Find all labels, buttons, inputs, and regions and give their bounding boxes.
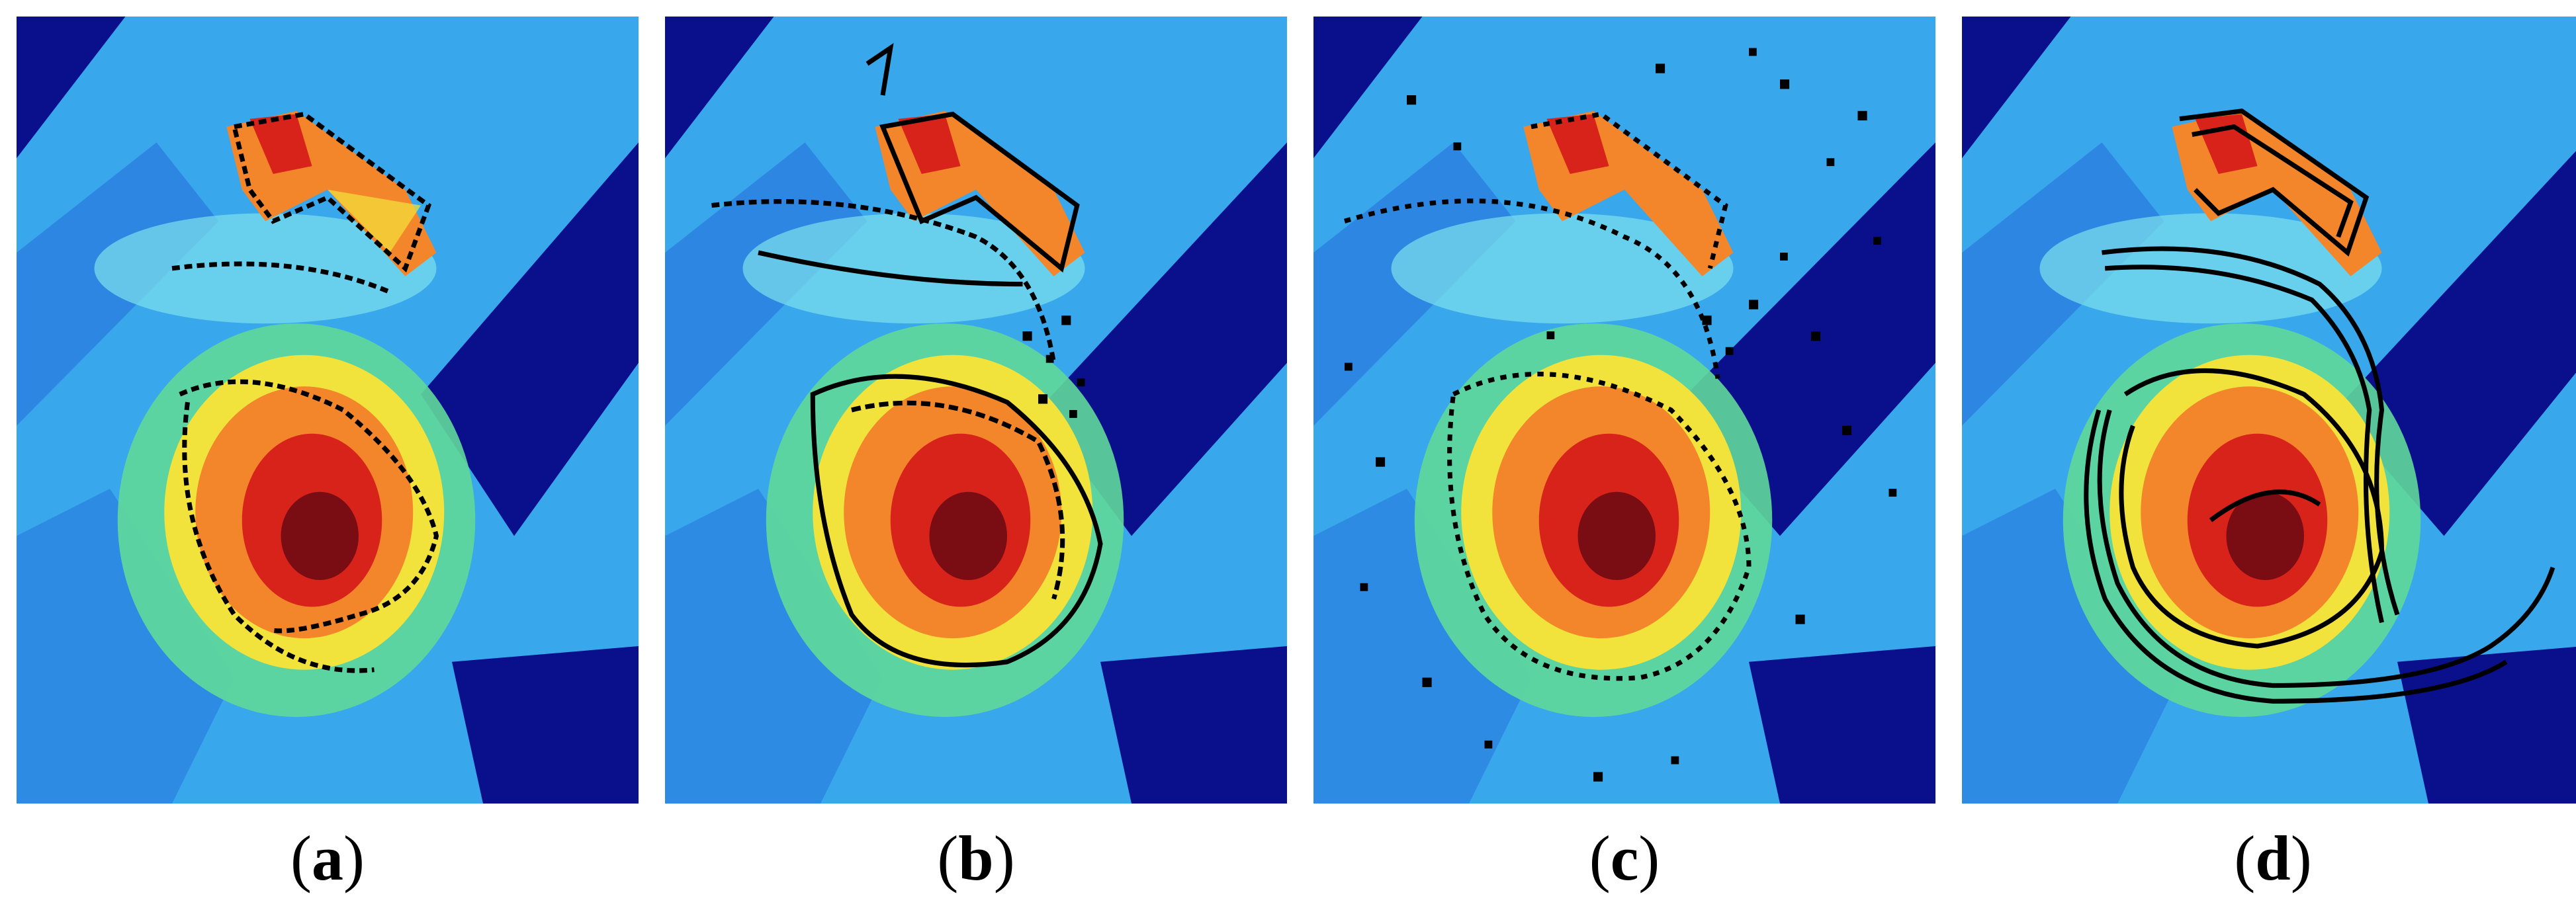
panel-c-noise	[1345, 48, 1897, 782]
panel-c	[1313, 17, 1935, 804]
panel-b-noise	[1022, 315, 1085, 418]
panel-a-image	[17, 17, 639, 804]
panel-a-contours	[171, 111, 439, 673]
panel-b	[665, 17, 1287, 804]
panel-d-spiral-contours	[2084, 108, 2555, 704]
caption-b: (b)	[937, 823, 1015, 893]
panel-c-image	[1313, 17, 1935, 804]
panel-c-contours	[1343, 111, 1752, 681]
panel-b-contours	[711, 43, 1103, 668]
caption-c: (c)	[1589, 823, 1660, 893]
panel-a	[17, 17, 639, 804]
panel-d-image	[1962, 17, 2576, 804]
panel-b-image	[665, 17, 1287, 804]
caption-a: (a)	[290, 823, 365, 893]
caption-d: (d)	[2234, 823, 2312, 893]
panel-d	[1962, 17, 2576, 804]
